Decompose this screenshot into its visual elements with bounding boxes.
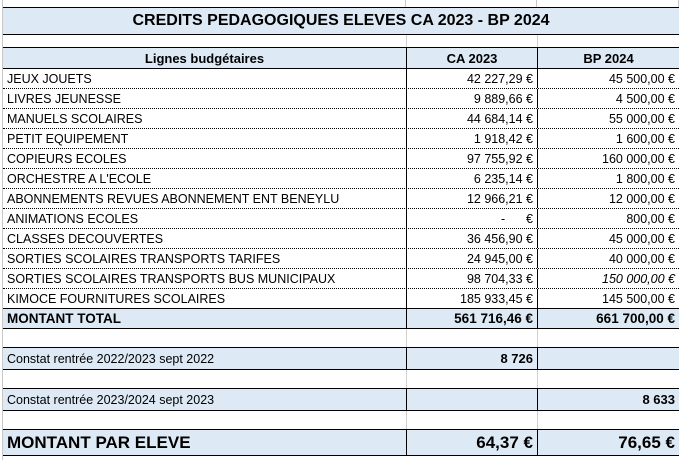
row-label[interactable]: CLASSES DECOUVERTES — [7, 231, 164, 246]
constat-2023-row: Constat rentrée 2023/2024 sept 2023 8 63… — [3, 389, 679, 411]
table-row: PETIT EQUIPEMENT 1 918,42 € 1 600,00 € — [3, 129, 679, 149]
empty-cell[interactable] — [406, 35, 537, 47]
row-ca-value[interactable]: 9 889,66 € — [406, 89, 537, 108]
row-label[interactable]: ORCHESTRE A L'ECOLE — [7, 171, 152, 186]
constat-2023-label[interactable]: Constat rentrée 2023/2024 sept 2023 — [7, 392, 215, 407]
row-label[interactable]: ABONNEMENTS REVUES ABONNEMENT ENT BENEYL… — [7, 191, 340, 206]
row-bp-value[interactable]: 145 500,00 € — [537, 289, 679, 308]
blank-row — [3, 35, 679, 48]
sheet-title[interactable]: CREDITS PEDAGOGIQUES ELEVES CA 2023 - BP… — [132, 12, 550, 29]
budget-sheet: CREDITS PEDAGOGIQUES ELEVES CA 2023 - BP… — [3, 0, 679, 456]
row-ca-value[interactable]: 98 704,33 € — [406, 269, 537, 288]
row-label[interactable]: LIVRES JEUNESSE — [7, 91, 121, 106]
row-label[interactable]: COPIEURS ECOLES — [7, 151, 127, 166]
row-ca-value[interactable]: 12 966,21 € — [406, 189, 537, 208]
table-row: MANUELS SCOLAIRES 44 684,14 € 55 000,00 … — [3, 109, 679, 129]
constat-2022-label[interactable]: Constat rentrée 2022/2023 sept 2022 — [7, 351, 215, 366]
constat-2023-bp-value[interactable]: 8 633 — [537, 389, 679, 410]
table-row: COPIEURS ECOLES 97 755,92 € 160 000,00 € — [3, 149, 679, 169]
table-row: SORTIES SCOLAIRES TRANSPORTS TARIFES 24 … — [3, 249, 679, 269]
row-label[interactable]: SORTIES SCOLAIRES TRANSPORTS TARIFES — [7, 251, 281, 266]
table-row: CLASSES DECOUVERTES 36 456,90 € 45 000,0… — [3, 229, 679, 249]
row-bp-value[interactable]: 160 000,00 € — [537, 149, 679, 168]
total-ca-value[interactable]: 561 716,46 € — [406, 309, 537, 328]
row-label[interactable]: JEUX JOUETS — [7, 71, 92, 86]
header-bp-2024[interactable]: BP 2024 — [537, 48, 679, 68]
row-ca-value[interactable]: 24 945,00 € — [406, 249, 537, 268]
row-ca-value[interactable]: 1 918,42 € — [406, 129, 537, 148]
empty-cell[interactable] — [406, 411, 537, 429]
table-row: JEUX JOUETS 42 227,29 € 45 500,00 € — [3, 69, 679, 89]
total-bp-value[interactable]: 661 700,00 € — [537, 309, 679, 328]
row-label[interactable]: KIMOCE FOURNITURES SCOLAIRES — [7, 291, 226, 306]
table-row: SORTIES SCOLAIRES TRANSPORTS BUS MUNICIP… — [3, 269, 679, 289]
header-ca-2023[interactable]: CA 2023 — [406, 48, 537, 68]
row-bp-value[interactable]: 45 000,00 € — [537, 229, 679, 248]
row-ca-value[interactable]: 185 933,45 € — [406, 289, 537, 308]
empty-cell[interactable] — [3, 370, 406, 388]
empty-cell[interactable] — [3, 411, 406, 429]
empty-cell[interactable] — [537, 411, 679, 429]
row-ca-value[interactable]: 42 227,29 € — [406, 69, 537, 88]
row-ca-value[interactable]: 97 755,92 € — [406, 149, 537, 168]
empty-cell[interactable] — [406, 370, 537, 388]
blank-row — [3, 370, 679, 389]
constat-2022-ca-value[interactable]: 8 726 — [406, 348, 537, 369]
row-bp-value[interactable]: 12 000,00 € — [537, 189, 679, 208]
row-label[interactable]: SORTIES SCOLAIRES TRANSPORTS BUS MUNICIP… — [7, 271, 336, 286]
empty-cell[interactable] — [537, 35, 679, 47]
row-ca-value[interactable]: - € — [406, 209, 537, 228]
empty-cell[interactable] — [3, 329, 406, 347]
row-bp-value[interactable]: 55 000,00 € — [537, 109, 679, 128]
header-row: Lignes budgétaires CA 2023 BP 2024 — [3, 48, 679, 69]
row-label[interactable]: ANIMATIONS ECOLES — [7, 211, 139, 226]
montant-par-eleve-row: MONTANT PAR ELEVE 64,37 € 76,65 € — [3, 430, 679, 456]
par-eleve-bp-value[interactable]: 76,65 € — [537, 430, 679, 455]
row-bp-value[interactable]: 800,00 € — [537, 209, 679, 228]
empty-cell[interactable] — [406, 329, 537, 347]
title-row: CREDITS PEDAGOGIQUES ELEVES CA 2023 - BP… — [3, 8, 679, 35]
blank-row — [3, 411, 679, 430]
row-ca-value[interactable]: 44 684,14 € — [406, 109, 537, 128]
sheet-left-gridline — [2, 0, 3, 460]
par-eleve-ca-value[interactable]: 64,37 € — [406, 430, 537, 455]
empty-cell[interactable] — [3, 35, 406, 47]
constat-2022-row: Constat rentrée 2022/2023 sept 2022 8 72… — [3, 348, 679, 370]
top-gridline-row — [3, 0, 679, 8]
empty-cell[interactable] — [537, 370, 679, 388]
constat-2023-ca-value[interactable] — [406, 389, 537, 410]
blank-row — [3, 329, 679, 348]
total-label[interactable]: MONTANT TOTAL — [7, 311, 121, 326]
table-row: ABONNEMENTS REVUES ABONNEMENT ENT BENEYL… — [3, 189, 679, 209]
table-row: LIVRES JEUNESSE 9 889,66 € 4 500,00 € — [3, 89, 679, 109]
constat-2022-bp-value[interactable] — [537, 348, 679, 369]
table-row: KIMOCE FOURNITURES SCOLAIRES 185 933,45 … — [3, 289, 679, 309]
par-eleve-label[interactable]: MONTANT PAR ELEVE — [7, 432, 191, 452]
row-bp-value[interactable]: 4 500,00 € — [537, 89, 679, 108]
row-label[interactable]: MANUELS SCOLAIRES — [7, 111, 143, 126]
row-bp-value[interactable]: 150 000,00 € — [537, 269, 679, 288]
row-bp-value[interactable]: 1 800,00 € — [537, 169, 679, 188]
row-bp-value[interactable]: 45 500,00 € — [537, 69, 679, 88]
table-row: ORCHESTRE A L'ECOLE 6 235,14 € 1 800,00 … — [3, 169, 679, 189]
empty-cell[interactable] — [537, 329, 679, 347]
table-row: ANIMATIONS ECOLES - € 800,00 € — [3, 209, 679, 229]
row-label[interactable]: PETIT EQUIPEMENT — [7, 131, 129, 146]
row-bp-value[interactable]: 40 000,00 € — [537, 249, 679, 268]
header-lignes-budgetaires[interactable]: Lignes budgétaires — [144, 50, 265, 66]
total-row: MONTANT TOTAL 561 716,46 € 661 700,00 € — [3, 309, 679, 329]
row-ca-value[interactable]: 6 235,14 € — [406, 169, 537, 188]
row-bp-value[interactable]: 1 600,00 € — [537, 129, 679, 148]
row-ca-value[interactable]: 36 456,90 € — [406, 229, 537, 248]
